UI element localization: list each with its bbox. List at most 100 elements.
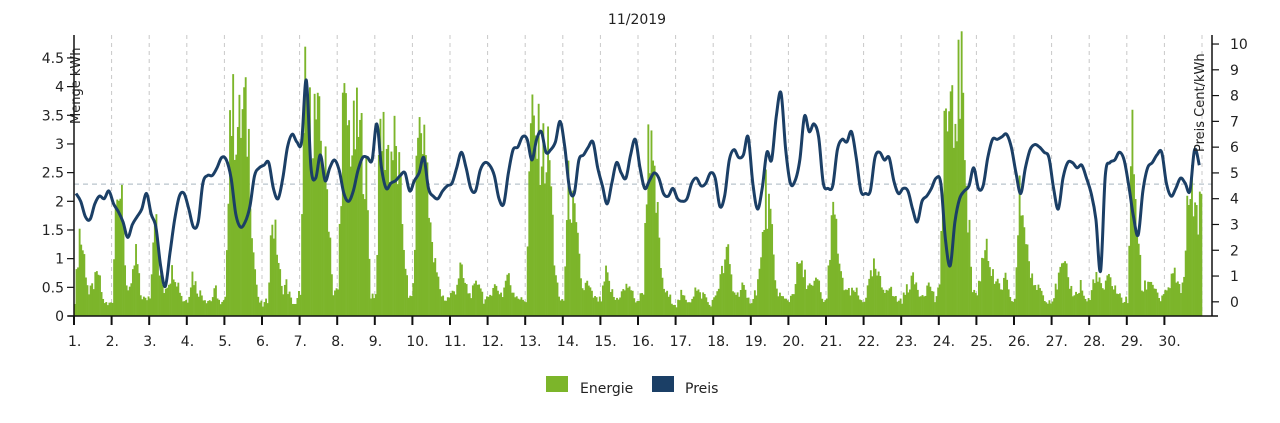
energy-bar: [1103, 289, 1106, 316]
energy-bar: [753, 290, 756, 316]
energy-bar: [611, 289, 614, 316]
energy-bar: [153, 225, 156, 316]
energy-bar: [349, 166, 352, 316]
energy-bar: [272, 238, 275, 316]
energy-bar: [594, 296, 596, 316]
energy-bar: [504, 280, 507, 316]
energy-bar: [460, 264, 463, 316]
energy-bar: [177, 282, 180, 316]
energy-bar: [1161, 295, 1164, 316]
energy-bar: [968, 219, 971, 316]
energy-bar: [591, 290, 593, 316]
energy-bar: [694, 287, 697, 316]
energy-bar: [503, 287, 506, 316]
energy-bar: [644, 223, 647, 316]
energy-bar: [127, 290, 130, 316]
y-left-tick-label: 4.5: [42, 51, 64, 67]
energy-bar: [1175, 282, 1178, 316]
energy-bar: [561, 299, 564, 316]
energy-bar: [315, 119, 318, 316]
energy-bar: [584, 282, 587, 316]
energy-bar: [89, 285, 92, 316]
energy-bar: [327, 231, 330, 316]
energy-bar: [941, 209, 944, 316]
energy-bar: [636, 301, 639, 316]
energy-bar: [883, 292, 886, 316]
energy-bar: [301, 214, 304, 316]
x-tick-label: 1.: [68, 334, 81, 350]
energy-bar: [144, 297, 147, 316]
energy-bar: [887, 290, 889, 316]
energy-bar: [450, 293, 452, 316]
x-tick-label: 25.: [970, 334, 992, 350]
energy-bar: [1076, 293, 1079, 316]
energy-bar: [467, 293, 470, 316]
energy-bar: [844, 289, 847, 316]
energy-bar: [133, 265, 136, 316]
energy-bar: [338, 223, 341, 316]
y-right-tick-label: 5: [1230, 166, 1239, 182]
y-right-tick-label: 8: [1230, 89, 1239, 105]
energy-bar: [285, 279, 288, 316]
energy-bar: [977, 280, 980, 316]
energy-bar: [658, 237, 661, 316]
energy-bar: [970, 266, 972, 316]
energy-bar: [981, 257, 983, 316]
energy-bar: [288, 291, 291, 316]
energy-bar: [1095, 272, 1098, 316]
energy-bar: [1151, 284, 1154, 316]
energy-bar: [97, 274, 100, 316]
energy-bar: [293, 303, 296, 316]
energy-bar: [1039, 288, 1041, 316]
energy-bar: [595, 297, 598, 316]
energy-bar: [766, 228, 769, 316]
energy-bar: [1183, 276, 1186, 316]
energy-bar: [1128, 245, 1131, 316]
energy-bar: [951, 85, 954, 316]
energy-bar: [576, 232, 579, 316]
energy-bar: [269, 235, 272, 316]
energy-bar: [606, 272, 609, 316]
energy-bar: [401, 224, 404, 316]
energy-bar: [392, 160, 394, 316]
energy-bar: [1053, 298, 1056, 316]
energy-bar: [365, 157, 368, 316]
energy-bar: [1147, 281, 1150, 316]
energy-bar: [849, 295, 852, 316]
energy-bar: [539, 184, 542, 316]
energy-bar: [453, 291, 455, 316]
energy-bar: [1087, 298, 1090, 316]
energy-bar: [429, 222, 432, 316]
y-right-tick-label: 9: [1230, 63, 1239, 79]
energy-bar: [855, 287, 858, 316]
energy-bar: [83, 254, 86, 316]
energy-bar: [659, 268, 662, 316]
energy-bar: [1189, 199, 1192, 316]
energy-bar: [1180, 293, 1182, 316]
energy-bar: [666, 290, 669, 316]
energy-bar: [164, 288, 167, 316]
energy-bar: [1006, 279, 1009, 316]
energy-bar: [1159, 301, 1162, 316]
x-tick-label: 14.: [557, 334, 579, 350]
energy-bar: [583, 290, 586, 316]
energy-bar: [1031, 273, 1034, 316]
x-tick-label: 15.: [594, 334, 616, 350]
energy-bar: [1136, 230, 1139, 316]
energy-bar: [763, 229, 766, 316]
energy-bar: [1176, 281, 1179, 316]
energy-bar: [910, 275, 913, 316]
energy-bar: [363, 199, 366, 316]
energy-bar: [1035, 289, 1038, 316]
y-right-tick-label: 6: [1230, 140, 1239, 156]
energy-bar: [1045, 302, 1048, 316]
energy-bar: [927, 282, 930, 316]
energy-bar: [639, 293, 642, 316]
energy-bar: [381, 151, 383, 316]
energy-bar: [99, 275, 101, 316]
energy-bar: [1125, 296, 1128, 316]
energy-bar: [816, 279, 819, 316]
energy-bar: [923, 296, 925, 316]
energy-bar: [124, 265, 126, 316]
energy-bar: [243, 87, 246, 316]
